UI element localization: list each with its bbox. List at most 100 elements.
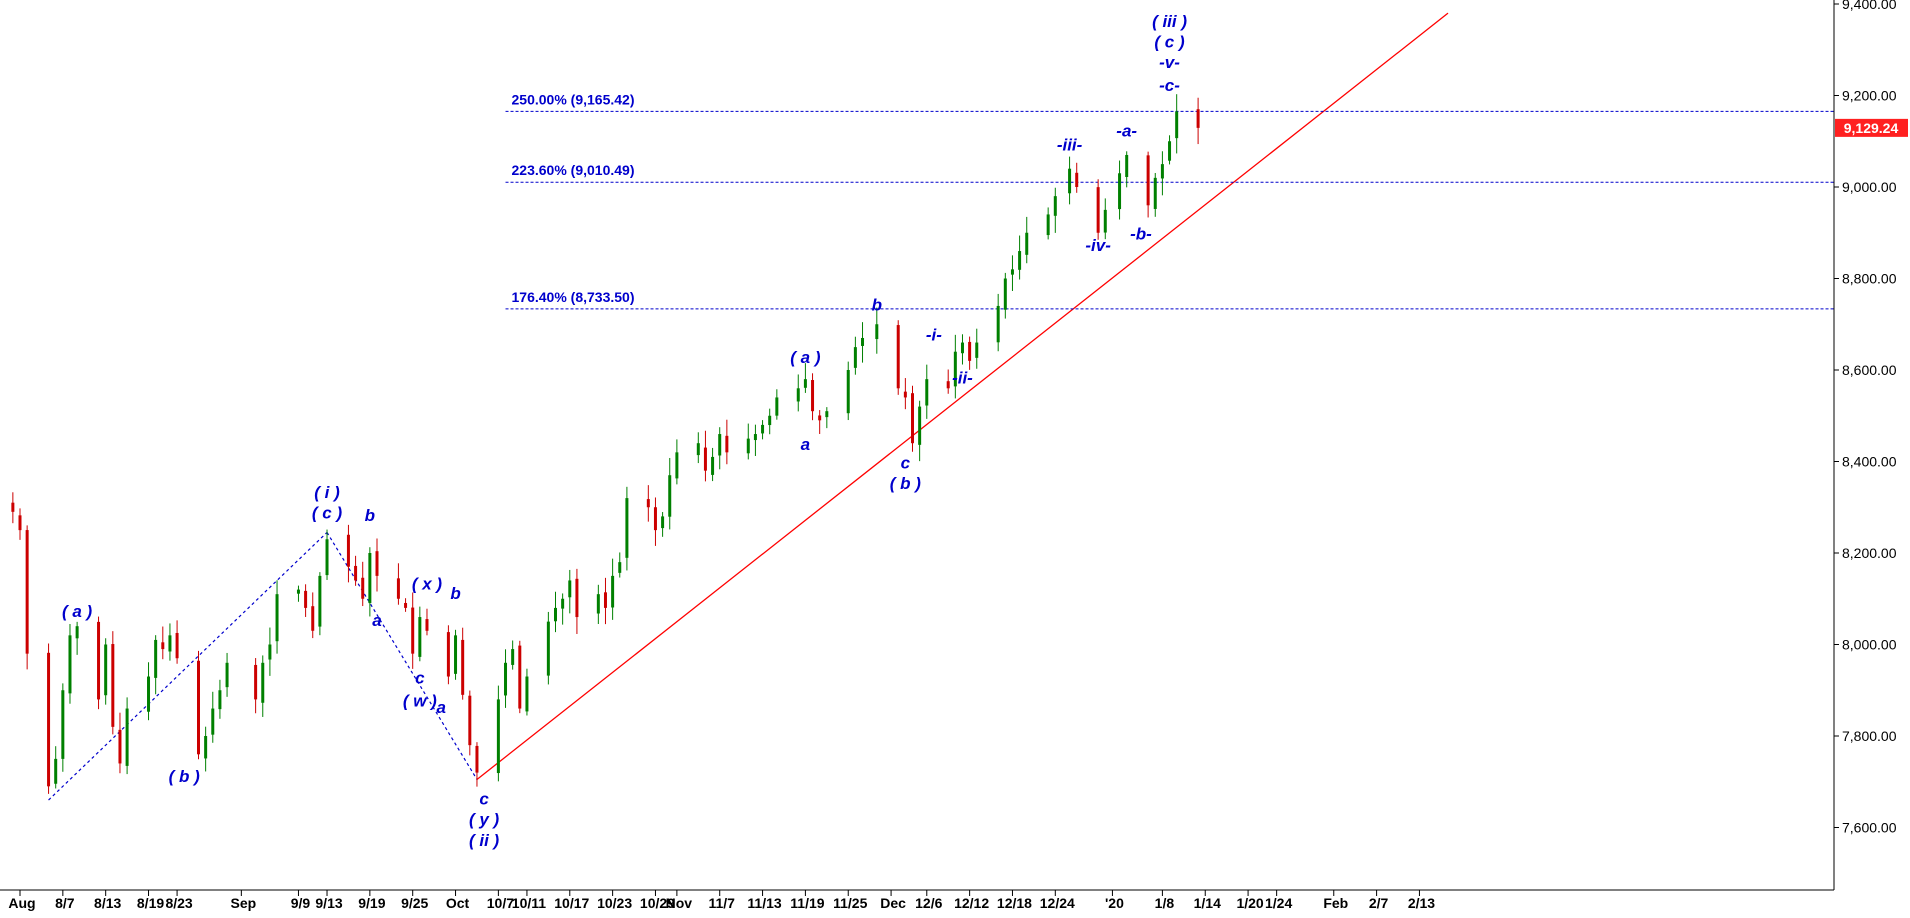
- wave-label: b: [365, 506, 375, 525]
- candle-body: [1046, 214, 1050, 236]
- candle-body: [218, 690, 222, 710]
- candle-body: [361, 577, 365, 599]
- y-tick-label: 8,600.00: [1842, 362, 1897, 378]
- axes-layer: [0, 0, 1835, 891]
- candle-body: [775, 397, 779, 416]
- x-tick-label: 12/18: [997, 895, 1032, 911]
- candle-body: [375, 551, 379, 576]
- candle-body: [546, 621, 550, 676]
- x-tick-label: 8/7: [55, 895, 75, 911]
- candle-body: [825, 411, 829, 418]
- wave-label: c: [415, 668, 425, 687]
- channel-line: [48, 531, 328, 801]
- wave-label: ( a ): [62, 602, 93, 621]
- candle-body: [1175, 111, 1179, 139]
- candle-body: [204, 736, 208, 759]
- candle-body: [1025, 232, 1029, 255]
- y-tick-label: 7,800.00: [1842, 728, 1897, 744]
- x-tick-label: 1/8: [1155, 895, 1175, 911]
- candle-body: [1125, 154, 1129, 177]
- x-tick-label: 8/23: [165, 895, 192, 911]
- x-tick-label: 10/17: [554, 895, 589, 911]
- candle-body: [618, 562, 622, 573]
- x-tick-label: 12/24: [1040, 895, 1075, 911]
- candle-body: [304, 590, 308, 608]
- candle-body: [1018, 251, 1022, 270]
- fib-levels-layer: 250.00% (9,165.42) 223.60% (9,010.49) 176.…: [505, 91, 1834, 310]
- candle-body: [411, 607, 415, 654]
- wave-labels-layer: ( a )( b )( i )( c ) ba( x )c( w )bac( y …: [62, 12, 1187, 850]
- wave-label: -i-: [926, 325, 942, 344]
- y-tick-label: 8,800.00: [1842, 271, 1897, 287]
- x-tick-label: 8/19: [137, 895, 164, 911]
- candle-body: [261, 662, 265, 703]
- candle-body: [161, 642, 165, 650]
- candle-body: [1168, 141, 1172, 161]
- y-tick-label: 8,200.00: [1842, 545, 1897, 561]
- candle-body: [711, 456, 715, 475]
- y-tick-label: 7,600.00: [1842, 820, 1897, 836]
- candle-body: [75, 626, 79, 639]
- candle-body: [404, 602, 408, 608]
- candle-body: [68, 635, 72, 694]
- candle-body: [925, 379, 929, 406]
- wave-label: ( c ): [1154, 32, 1185, 51]
- candle-body: [111, 644, 115, 727]
- candle-body: [147, 676, 151, 712]
- wave-label: ( b ): [890, 474, 921, 493]
- candle-body: [396, 578, 400, 599]
- wave-label: ( c ): [312, 504, 343, 523]
- y-ticks-layer: 9,400.00 9,200.00 9,000.00 8,800.00 8,600.00…: [1834, 0, 1897, 836]
- wave-label: -iii-: [1057, 135, 1083, 154]
- candle-body: [496, 699, 500, 774]
- x-tick-label: 9/25: [401, 895, 428, 911]
- candle-body: [525, 676, 529, 712]
- candle-body: [625, 498, 629, 558]
- candle-body: [946, 381, 950, 389]
- wave-label: -ii-: [952, 369, 973, 388]
- candle-body: [1068, 168, 1072, 194]
- candle-body: [1103, 209, 1107, 233]
- candle-body: [761, 424, 765, 434]
- candle-body: [425, 619, 429, 631]
- candle-body: [596, 594, 600, 614]
- candle-body: [468, 695, 472, 746]
- x-tick-label: Feb: [1323, 895, 1348, 911]
- x-tick-label: 1/20: [1236, 895, 1263, 911]
- x-tick-label: 10/23: [597, 895, 632, 911]
- x-ticks-layer: Aug 8/7 8/13 8/19 8/23 Sep 9/9 9/13 9/19 9/25 Oct 1…: [8, 890, 1435, 911]
- candle-body: [1153, 177, 1157, 209]
- candle-body: [996, 305, 1000, 343]
- candle-body: [296, 589, 300, 594]
- x-tick-label: 10/11: [512, 895, 546, 911]
- x-tick-label: 12/6: [915, 895, 942, 911]
- x-tick-label: 10/7: [487, 895, 514, 911]
- candle-body: [675, 452, 679, 479]
- x-tick-label: Sep: [230, 895, 256, 911]
- wave-label: ( b ): [169, 767, 200, 786]
- last-price-label: 9,129.24: [1844, 120, 1899, 136]
- candle-body: [696, 443, 700, 456]
- candle-body: [118, 729, 122, 764]
- candle-body: [1096, 187, 1100, 233]
- candle-body: [446, 632, 450, 677]
- candle-body: [975, 342, 979, 358]
- x-tick-label: 8/13: [94, 895, 121, 911]
- candle-body: [846, 370, 850, 414]
- wave-label: -iv-: [1085, 236, 1111, 255]
- candle-body: [318, 575, 322, 627]
- x-tick-label: Oct: [446, 895, 470, 911]
- candle-body: [903, 391, 907, 398]
- candle-body: [661, 516, 665, 529]
- candle-body: [861, 337, 865, 346]
- x-tick-label: Aug: [8, 895, 35, 911]
- fib-level-label: 223.60% (9,010.49): [512, 162, 635, 178]
- x-tick-label: 10/29: [640, 895, 675, 911]
- candle-body: [1196, 109, 1200, 128]
- wave-label: ( x ): [412, 575, 443, 594]
- wave-label: b: [450, 584, 460, 603]
- candle-body: [911, 393, 914, 444]
- fib-level-label: 176.40% (8,733.50): [512, 289, 635, 305]
- candle-body: [268, 644, 272, 660]
